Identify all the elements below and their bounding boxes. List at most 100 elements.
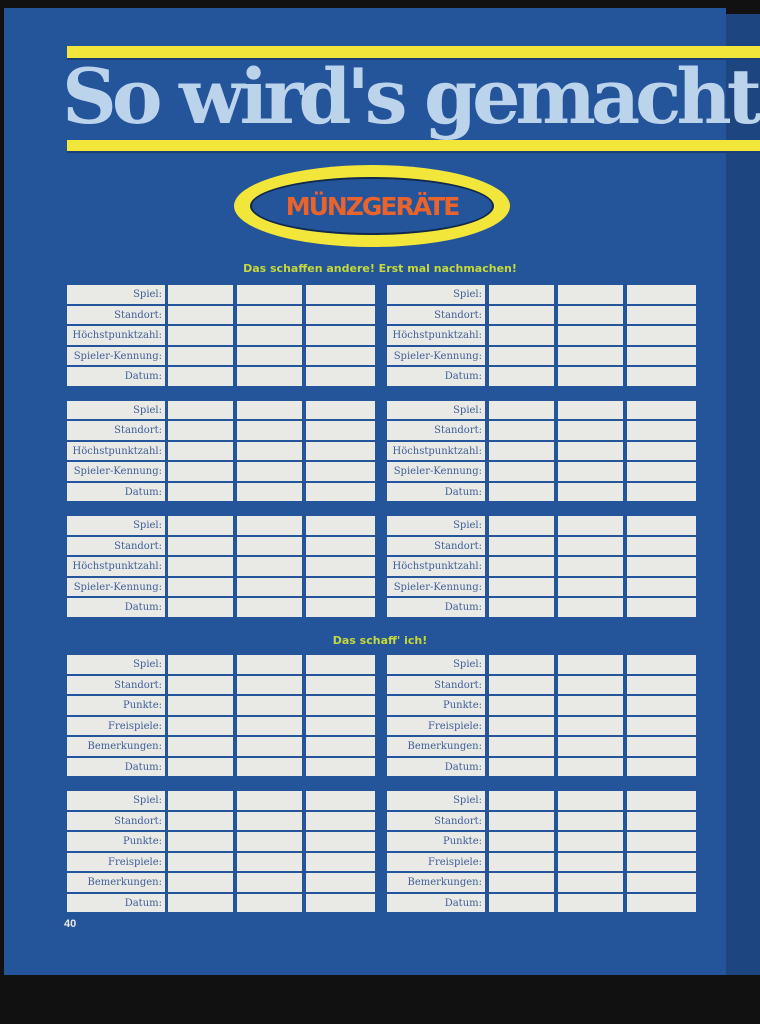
entry-field[interactable]: [558, 757, 623, 776]
entry-field[interactable]: [168, 421, 233, 440]
entry-field[interactable]: [489, 811, 554, 830]
entry-field[interactable]: [306, 482, 375, 501]
entry-field[interactable]: [489, 577, 554, 596]
entry-field[interactable]: [558, 305, 623, 324]
entry-field[interactable]: [306, 893, 375, 912]
entry-field[interactable]: [489, 791, 554, 810]
entry-field[interactable]: [306, 737, 375, 756]
entry-field[interactable]: [558, 400, 623, 419]
entry-field[interactable]: [168, 873, 233, 892]
entry-field[interactable]: [489, 852, 554, 871]
entry-field[interactable]: [168, 285, 233, 304]
entry-field[interactable]: [237, 675, 302, 694]
entry-field[interactable]: [168, 655, 233, 674]
entry-field[interactable]: [489, 832, 554, 851]
entry-field[interactable]: [558, 893, 623, 912]
entry-field[interactable]: [627, 832, 696, 851]
entry-field[interactable]: [306, 757, 375, 776]
entry-field[interactable]: [306, 655, 375, 674]
entry-field[interactable]: [306, 441, 375, 460]
entry-field[interactable]: [237, 482, 302, 501]
entry-field[interactable]: [237, 421, 302, 440]
entry-field[interactable]: [489, 367, 554, 386]
entry-field[interactable]: [489, 696, 554, 715]
entry-field[interactable]: [489, 873, 554, 892]
entry-field[interactable]: [489, 757, 554, 776]
entry-field[interactable]: [627, 482, 696, 501]
entry-field[interactable]: [558, 598, 623, 617]
entry-field[interactable]: [237, 367, 302, 386]
entry-field[interactable]: [237, 716, 302, 735]
entry-field[interactable]: [237, 462, 302, 481]
entry-field[interactable]: [237, 696, 302, 715]
entry-field[interactable]: [168, 737, 233, 756]
entry-field[interactable]: [558, 421, 623, 440]
entry-field[interactable]: [237, 441, 302, 460]
entry-field[interactable]: [558, 696, 623, 715]
entry-field[interactable]: [306, 462, 375, 481]
entry-field[interactable]: [306, 811, 375, 830]
entry-field[interactable]: [627, 811, 696, 830]
entry-field[interactable]: [627, 873, 696, 892]
entry-field[interactable]: [627, 852, 696, 871]
entry-field[interactable]: [627, 655, 696, 674]
entry-field[interactable]: [237, 737, 302, 756]
entry-field[interactable]: [306, 791, 375, 810]
entry-field[interactable]: [306, 516, 375, 535]
entry-field[interactable]: [237, 852, 302, 871]
entry-field[interactable]: [306, 536, 375, 555]
entry-field[interactable]: [627, 326, 696, 345]
entry-field[interactable]: [558, 852, 623, 871]
entry-field[interactable]: [237, 893, 302, 912]
entry-field[interactable]: [489, 675, 554, 694]
entry-field[interactable]: [627, 421, 696, 440]
entry-field[interactable]: [168, 441, 233, 460]
entry-field[interactable]: [558, 557, 623, 576]
entry-field[interactable]: [558, 516, 623, 535]
entry-field[interactable]: [489, 655, 554, 674]
entry-field[interactable]: [306, 305, 375, 324]
entry-field[interactable]: [627, 441, 696, 460]
entry-field[interactable]: [168, 482, 233, 501]
entry-field[interactable]: [627, 675, 696, 694]
entry-field[interactable]: [489, 737, 554, 756]
entry-field[interactable]: [237, 516, 302, 535]
entry-field[interactable]: [489, 482, 554, 501]
entry-field[interactable]: [306, 832, 375, 851]
entry-field[interactable]: [489, 716, 554, 735]
entry-field[interactable]: [237, 811, 302, 830]
entry-field[interactable]: [306, 716, 375, 735]
entry-field[interactable]: [306, 346, 375, 365]
entry-field[interactable]: [627, 346, 696, 365]
entry-field[interactable]: [627, 757, 696, 776]
entry-field[interactable]: [168, 791, 233, 810]
entry-field[interactable]: [627, 577, 696, 596]
entry-field[interactable]: [306, 675, 375, 694]
entry-field[interactable]: [489, 536, 554, 555]
entry-field[interactable]: [306, 421, 375, 440]
entry-field[interactable]: [237, 832, 302, 851]
entry-field[interactable]: [306, 873, 375, 892]
entry-field[interactable]: [168, 598, 233, 617]
entry-field[interactable]: [489, 346, 554, 365]
entry-field[interactable]: [489, 462, 554, 481]
entry-field[interactable]: [168, 462, 233, 481]
entry-field[interactable]: [558, 873, 623, 892]
entry-field[interactable]: [558, 346, 623, 365]
entry-field[interactable]: [558, 832, 623, 851]
entry-field[interactable]: [237, 400, 302, 419]
entry-field[interactable]: [306, 326, 375, 345]
entry-field[interactable]: [168, 536, 233, 555]
entry-field[interactable]: [168, 346, 233, 365]
entry-field[interactable]: [237, 326, 302, 345]
entry-field[interactable]: [168, 716, 233, 735]
entry-field[interactable]: [489, 400, 554, 419]
entry-field[interactable]: [237, 873, 302, 892]
entry-field[interactable]: [168, 852, 233, 871]
entry-field[interactable]: [168, 326, 233, 345]
entry-field[interactable]: [237, 557, 302, 576]
entry-field[interactable]: [627, 516, 696, 535]
entry-field[interactable]: [558, 737, 623, 756]
entry-field[interactable]: [558, 462, 623, 481]
entry-field[interactable]: [627, 696, 696, 715]
